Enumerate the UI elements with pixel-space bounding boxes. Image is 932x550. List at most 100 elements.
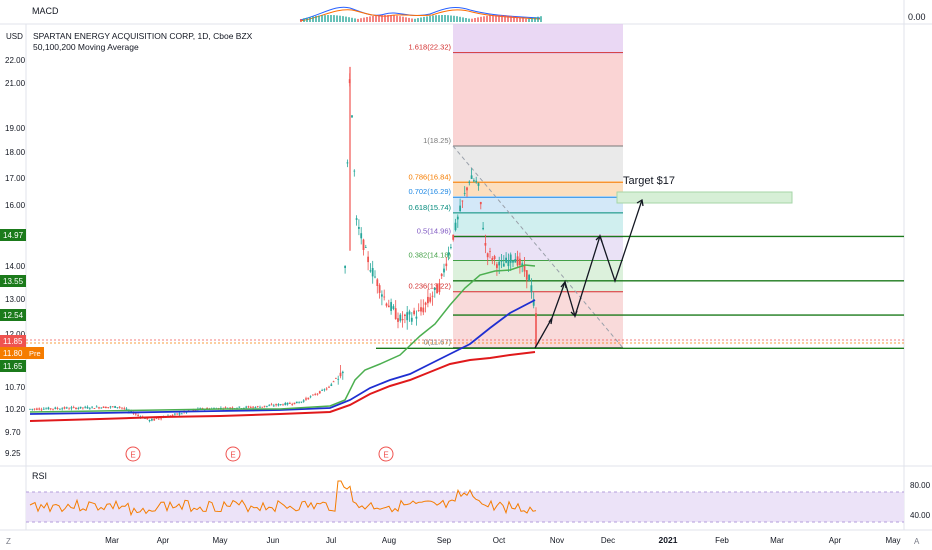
candle-body: [364, 247, 367, 248]
time-tick-label: 2021: [659, 535, 678, 545]
candle-body: [484, 243, 487, 246]
candle-body: [109, 406, 112, 408]
macd-histogram-bar: [462, 17, 464, 22]
fib-zone-0382: [453, 261, 623, 291]
macd-histogram-bar: [327, 15, 329, 22]
candle-body: [75, 407, 77, 409]
candle-body: [376, 279, 379, 286]
macd-histogram-bar: [438, 15, 440, 22]
price-tick-label: 13.00: [5, 295, 26, 304]
zoom-icon[interactable]: Z: [6, 537, 11, 546]
macd-histogram-bar: [339, 15, 341, 22]
candle-body: [134, 413, 137, 415]
candle-body: [52, 408, 54, 410]
candle-body: [387, 305, 390, 308]
candle-body: [475, 180, 478, 183]
candle-body: [72, 407, 75, 408]
price-tick-label: 10.20: [5, 405, 26, 414]
candle-body: [70, 407, 73, 409]
arrow-head-3: [570, 310, 578, 318]
time-tick-label: Feb: [715, 536, 729, 545]
fib-level-label: 0.786(16.84): [408, 172, 451, 181]
symbol-title: SPARTAN ENERGY ACQUISITION CORP, 1D, Cbo…: [33, 31, 253, 41]
candle-body: [277, 404, 280, 406]
candle-body: [337, 378, 340, 380]
candle-body: [293, 402, 296, 405]
candle-body: [417, 310, 420, 311]
price-labels: 14.97 13.55 12.54 11.85 11.80 Pre 11.65: [0, 229, 44, 372]
earnings-marker[interactable]: E: [378, 446, 394, 462]
price-tick-label: 9.25: [5, 449, 21, 458]
macd-histogram-bar: [300, 19, 302, 22]
macd-value: 0.00: [908, 12, 926, 22]
candle-body: [224, 407, 227, 409]
candle-body: [459, 205, 461, 211]
candle-body: [59, 408, 61, 410]
macd-histogram-bar: [432, 15, 434, 22]
macd-histogram-bar: [378, 15, 380, 22]
macd-histogram-bar: [342, 16, 344, 22]
candle-body: [176, 413, 179, 415]
macd-histogram: [300, 15, 542, 22]
time-tick-label: Oct: [493, 536, 506, 545]
auto-scale-icon[interactable]: A: [914, 537, 920, 546]
macd-histogram-bar: [312, 16, 314, 22]
candle-body: [263, 405, 266, 407]
macd-histogram-bar: [501, 15, 503, 22]
candle-body: [473, 180, 475, 182]
fib-level-label: 0.702(16.29): [408, 187, 451, 196]
candle-body: [49, 408, 52, 410]
candle-body: [146, 418, 149, 420]
candle-body: [174, 413, 176, 415]
candle-body: [82, 407, 84, 409]
candle-body: [410, 317, 413, 322]
time-tick-label: Sep: [437, 536, 452, 545]
candle-body: [378, 285, 381, 293]
time-axis[interactable]: Mar Apr May Jun Jul Aug Sep Oct Nov Dec 2021 Feb Mar…: [105, 535, 900, 545]
candle-body: [279, 404, 282, 405]
candle-body: [466, 187, 468, 191]
price-tick-label: 12.00: [5, 330, 26, 339]
candle-body: [507, 260, 510, 267]
price-label-tag: [0, 309, 26, 321]
candle-body: [486, 253, 489, 258]
candle-body: [500, 260, 503, 262]
macd-histogram-bar: [303, 18, 305, 22]
macd-histogram-bar: [345, 16, 347, 22]
candle-body: [98, 407, 100, 409]
candle-body: [440, 273, 443, 277]
macd-histogram-bar: [480, 16, 482, 22]
price-tick-label: 19.00: [5, 124, 26, 133]
macd-histogram-bar: [510, 15, 512, 22]
earnings-marker-letter: E: [130, 451, 135, 460]
candle-body: [93, 408, 96, 409]
fibonacci-retracement: 1.618(22.32) 1(18.25) 0.786(16.84) 0.702(16…: [408, 24, 624, 349]
ma-legend: 50,100,200 Moving Average: [33, 42, 139, 52]
price-axis[interactable]: 22.00 21.00 19.00 18.00 17.00 16.00 14.00 13.00…: [5, 56, 26, 458]
macd-histogram-bar: [465, 18, 467, 22]
candle-body: [528, 274, 530, 281]
candle-body: [256, 406, 259, 408]
candle-body: [461, 200, 464, 202]
macd-histogram-bar: [426, 16, 428, 22]
macd-histogram-bar: [402, 16, 404, 22]
candle-body: [160, 418, 162, 420]
candle-body: [443, 268, 445, 273]
fib-zone-0618: [453, 212, 623, 234]
earnings-marker[interactable]: E: [225, 446, 241, 462]
price-label-text: 11.65: [3, 362, 23, 371]
price-label-text: 14.97: [3, 231, 24, 240]
macd-histogram-bar: [393, 15, 395, 22]
earnings-marker[interactable]: E: [125, 446, 141, 462]
candle-body: [36, 408, 38, 410]
candle-body: [312, 394, 314, 396]
arrow-head-4: [595, 234, 603, 243]
macd-histogram-bar: [453, 15, 455, 22]
macd-histogram-bar: [435, 15, 437, 22]
candle-body: [314, 394, 317, 395]
candle-body: [266, 405, 268, 407]
macd-histogram-bar: [372, 16, 374, 22]
candle-body: [45, 408, 47, 410]
premarket-tag-text: Pre: [29, 349, 41, 358]
